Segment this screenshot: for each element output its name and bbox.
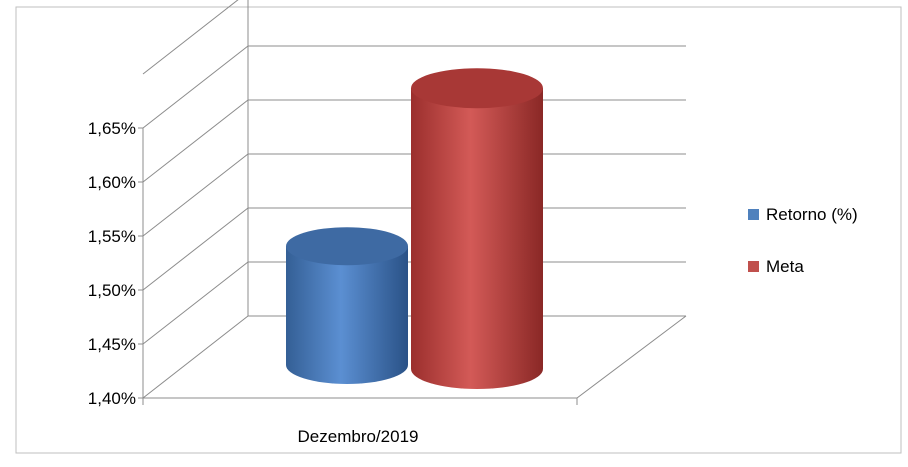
y-axis-tick-labels: 1,40% 1,45% 1,50% 1,55% 1,60% 1,65% (88, 119, 136, 408)
legend-label: Meta (766, 257, 804, 276)
y-tick-label: 1,55% (88, 227, 136, 246)
y-tick-label: 1,45% (88, 335, 136, 354)
y-tick-label: 1,60% (88, 173, 136, 192)
bars (286, 68, 543, 389)
legend-label: Retorno (%) (766, 205, 858, 224)
x-tick-label: Dezembro/2019 (298, 427, 419, 446)
legend-swatch (748, 261, 759, 272)
axes (138, 0, 687, 405)
y-tick-label: 1,40% (88, 389, 136, 408)
bar-0 (286, 227, 408, 384)
bar-body (411, 88, 543, 389)
x-axis-tick-labels: Dezembro/2019 (298, 427, 419, 446)
bar-top (286, 227, 408, 266)
legend-item: Meta (748, 257, 804, 276)
bar-top (411, 68, 543, 109)
bar-body (286, 246, 408, 384)
y-tick-label: 1,65% (88, 119, 136, 138)
legend-swatch (748, 209, 759, 220)
legend-item: Retorno (%) (748, 205, 858, 224)
y-tick-label: 1,50% (88, 281, 136, 300)
gridline (142, 0, 239, 75)
legend: Retorno (%) Meta (748, 205, 858, 276)
bar-1 (411, 68, 543, 389)
